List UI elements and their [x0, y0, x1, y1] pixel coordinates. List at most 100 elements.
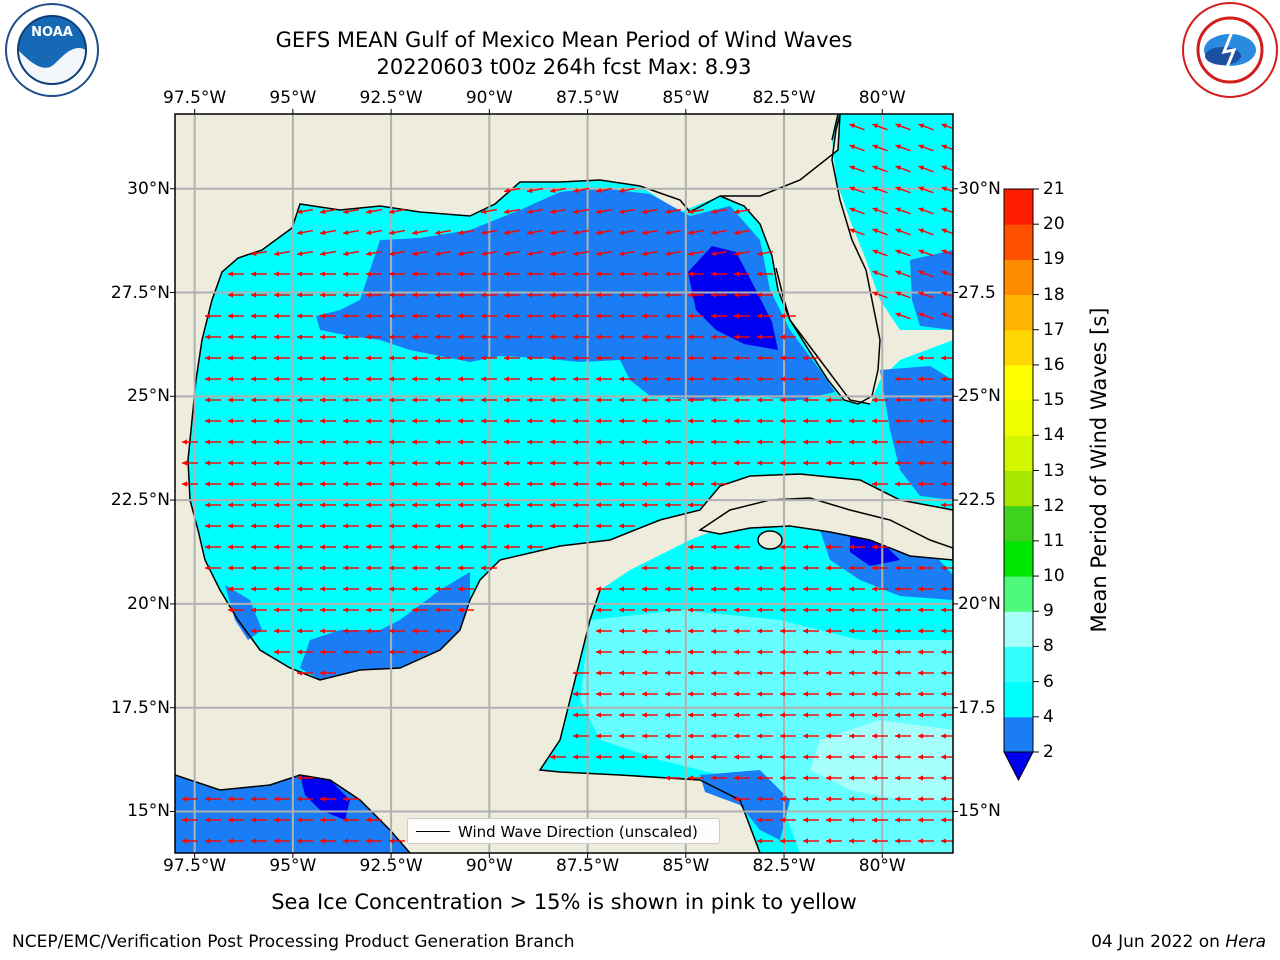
wind-wave-arrow: [849, 754, 865, 760]
wind-wave-arrow: [665, 565, 681, 571]
wind-wave-arrow: [297, 460, 313, 466]
wind-wave-arrow: [734, 712, 750, 718]
colorbar-tick-label-1: 4: [1043, 706, 1054, 727]
colorbar-segment-8: [1004, 435, 1033, 471]
wind-wave-arrow: [411, 250, 429, 257]
lon-label-top-7: 80°W: [858, 88, 906, 108]
wind-wave-arrow: [872, 207, 888, 215]
wind-wave-arrow: [228, 292, 244, 298]
wind-wave-arrow: [504, 313, 520, 319]
atlantic-blue-region: [910, 250, 953, 330]
wind-wave-arrow: [481, 355, 497, 361]
wind-wave-arrow: [872, 670, 888, 676]
wind-wave-arrow: [527, 418, 543, 424]
wind-wave-arrow: [711, 418, 727, 424]
wind-wave-arrow: [457, 250, 475, 257]
wind-wave-arrow: [251, 355, 267, 361]
wind-wave-arrow: [274, 418, 290, 424]
wind-wave-arrow: [688, 481, 704, 487]
wind-wave-arrow: [273, 250, 291, 257]
wind-wave-arrow: [688, 775, 704, 781]
wind-wave-arrow: [412, 418, 428, 424]
lat-label-right-4: 25°N: [958, 386, 1001, 407]
wind-wave-arrow: [665, 334, 681, 340]
lon-label-top-4: 87.5°W: [555, 88, 620, 108]
colorbar-tick-label-3: 8: [1043, 636, 1054, 657]
wind-wave-arrow: [642, 691, 658, 697]
wind-wave-arrow: [780, 355, 796, 361]
wind-wave-arrow: [849, 460, 865, 466]
wind-wave-arrow: [918, 165, 934, 173]
wind-wave-arrow: [527, 355, 543, 361]
wind-wave-arrow: [596, 733, 612, 739]
wind-wave-arrow: [343, 313, 359, 319]
wind-wave-arrow: [435, 460, 451, 466]
colorbar-tick-label-16: 21: [1043, 179, 1065, 199]
wind-wave-arrow: [251, 418, 267, 424]
wind-wave-arrow: [688, 607, 704, 613]
wind-wave-arrow: [918, 712, 934, 718]
wind-wave-arrow: [573, 523, 589, 529]
wind-wave-arrow: [320, 649, 336, 655]
wind-wave-arrow: [711, 670, 727, 676]
wind-wave-arrow: [918, 186, 934, 194]
colorbar-tick-label-7: 12: [1043, 495, 1065, 516]
wind-wave-arrow: [711, 439, 727, 445]
lat-label-left-6: 30°N: [127, 178, 170, 199]
wind-wave-arrow: [550, 313, 566, 319]
wind-wave-arrow: [228, 607, 244, 613]
wind-wave-arrow: [734, 376, 750, 382]
wind-wave-arrow: [895, 144, 911, 152]
wind-wave-arrow: [711, 565, 727, 571]
wind-wave-arrow: [941, 249, 953, 256]
wind-wave-arrow: [849, 649, 865, 655]
wind-wave-arrow: [596, 271, 612, 277]
wind-wave-arrow: [688, 565, 704, 571]
wind-wave-arrow: [941, 397, 953, 403]
wind-wave-arrow: [366, 649, 382, 655]
wind-wave-arrow: [895, 376, 911, 382]
wind-wave-arrow: [665, 754, 681, 760]
wind-wave-arrow: [274, 481, 290, 487]
wind-wave-arrow: [366, 481, 382, 487]
wind-wave-arrow: [918, 228, 934, 236]
wind-wave-arrow: [320, 397, 336, 403]
wind-wave-arrow: [803, 607, 819, 613]
colorbar-tick-label-10: 15: [1043, 390, 1065, 411]
wind-wave-arrow: [642, 460, 658, 466]
wind-wave-arrow: [412, 271, 428, 277]
wind-wave-arrow: [734, 796, 750, 802]
wind-wave-arrow: [412, 607, 428, 613]
wind-wave-arrow: [849, 439, 865, 445]
wind-wave-arrow: [918, 312, 934, 320]
wind-wave-arrow: [342, 208, 360, 215]
wind-wave-arrow: [481, 565, 497, 571]
wind-wave-arrow: [918, 817, 934, 823]
wind-wave-arrow: [343, 271, 359, 277]
wind-wave-arrow: [389, 439, 405, 445]
wind-wave-arrow: [734, 418, 750, 424]
wind-wave-arrow: [527, 271, 543, 277]
footer-date-text: 04 Jun 2022 on: [1091, 932, 1226, 952]
wind-wave-arrow: [297, 649, 313, 655]
wind-wave-arrow: [918, 754, 934, 760]
wind-wave-arrow: [435, 628, 451, 634]
wind-wave-arrow: [780, 334, 796, 340]
wind-wave-arrow: [435, 439, 451, 445]
wind-wave-arrow: [458, 523, 474, 529]
wind-wave-arrow: [918, 123, 934, 131]
wind-wave-arrow: [527, 481, 543, 487]
legend-label: Wind Wave Direction (unscaled): [458, 823, 698, 841]
wind-wave-arrow: [941, 481, 953, 487]
wind-wave-arrow: [733, 208, 751, 215]
wind-wave-arrow: [941, 712, 953, 718]
wind-wave-arrow: [642, 355, 658, 361]
wind-wave-arrow: [573, 313, 589, 319]
wind-wave-arrow: [343, 334, 359, 340]
wind-wave-arrow: [918, 291, 934, 299]
wind-wave-arrow: [734, 586, 750, 592]
wind-wave-arrow: [412, 565, 428, 571]
wind-wave-arrow: [296, 229, 314, 236]
wind-wave-arrow: [480, 229, 498, 236]
gulf-coastline: [175, 114, 953, 853]
